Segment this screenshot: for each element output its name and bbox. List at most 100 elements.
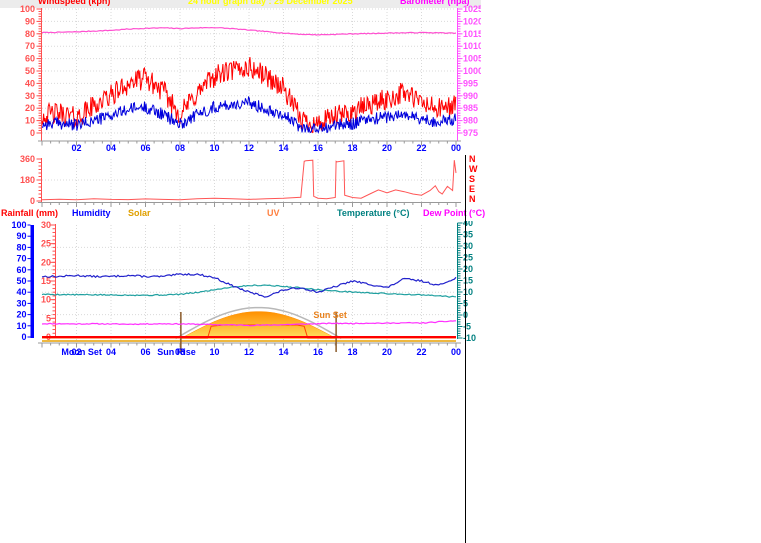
hour-label: 04 xyxy=(106,347,116,357)
chart-title: 24 hour graph day : 29 December 2025 xyxy=(188,0,353,6)
legend-dewpoint: Dew Point (°C) xyxy=(423,208,486,218)
tick-label: 0 xyxy=(30,128,35,138)
tick-label: 180 xyxy=(20,175,35,185)
tick-label: 990 xyxy=(463,91,478,101)
windspeed-barometer-chart: 1009080706050403020100102510201015101010… xyxy=(20,4,481,153)
compass-letter-w: W xyxy=(469,164,478,174)
tick-label: 0 xyxy=(30,196,35,206)
hour-label: 14 xyxy=(278,347,288,357)
hour-label: 08 xyxy=(175,143,185,153)
tick-label: 1025 xyxy=(463,4,481,14)
wind-gust-line xyxy=(41,56,457,133)
tick-label: 100 xyxy=(11,221,26,230)
tick-label: 995 xyxy=(463,78,478,88)
tick-label: 20 xyxy=(463,264,473,274)
hour-label: 22 xyxy=(416,143,426,153)
tick-label: 15 xyxy=(463,276,473,286)
chart-title-bar: Windspeed (kph) 24 hour graph day : 29 D… xyxy=(0,0,481,8)
tick-label: 30 xyxy=(41,221,51,230)
sun-set-annotation: Sun Set xyxy=(313,310,347,320)
tick-label: 50 xyxy=(25,66,35,76)
tick-label: 80 xyxy=(25,29,35,39)
tick-label: 985 xyxy=(463,103,478,113)
tick-label: 10 xyxy=(41,295,51,305)
tick-label: 30 xyxy=(25,91,35,101)
rain-humidity-solar-temp-chart: 1009080706050403020100302520151050403530… xyxy=(11,221,476,357)
hour-label: 18 xyxy=(347,143,357,153)
barometer-line xyxy=(41,26,457,36)
tick-label: 30 xyxy=(16,298,26,308)
hour-label: 10 xyxy=(209,143,219,153)
hour-label: 06 xyxy=(140,143,150,153)
hour-label: 14 xyxy=(278,143,288,153)
legend-rainfall: Rainfall (mm) xyxy=(1,208,59,218)
temperature-line xyxy=(41,284,457,298)
legend-uv: UV xyxy=(267,208,280,218)
tick-label: 30 xyxy=(463,241,473,251)
hour-label: 00 xyxy=(451,347,461,357)
tick-label: 15 xyxy=(41,276,51,286)
legend-humidity: Humidity xyxy=(72,208,111,218)
hour-label: 10 xyxy=(209,347,219,357)
hour-label: 02 xyxy=(71,347,81,357)
tick-label: 1015 xyxy=(463,29,481,39)
tick-label: 20 xyxy=(16,310,26,320)
wind-average-line xyxy=(41,95,457,134)
legend-solar: Solar xyxy=(128,208,151,218)
hour-label: 20 xyxy=(382,143,392,153)
vertical-divider-line xyxy=(465,155,466,543)
tick-label: 20 xyxy=(25,103,35,113)
tick-label: 5 xyxy=(46,313,51,323)
tick-label: -5 xyxy=(463,322,471,332)
tick-label: 35 xyxy=(463,230,473,240)
tick-label: 1020 xyxy=(463,16,481,26)
tick-label: 40 xyxy=(463,221,473,228)
hour-label: 08 xyxy=(175,347,185,357)
tick-label: 1000 xyxy=(463,66,481,76)
solar-max-arc xyxy=(175,306,342,340)
tick-label: 100 xyxy=(20,4,35,14)
tick-label: 60 xyxy=(16,265,26,275)
tick-label: 90 xyxy=(16,231,26,241)
tick-label: 40 xyxy=(16,287,26,297)
legend-temperature: Temperature (°C) xyxy=(337,208,410,218)
wind-direction-line xyxy=(41,159,457,201)
tick-label: 70 xyxy=(25,41,35,51)
tick-label: 90 xyxy=(25,16,35,26)
tick-label: 360 xyxy=(20,155,35,164)
humidity-line xyxy=(41,272,457,298)
tick-label: 70 xyxy=(16,254,26,264)
tick-label: 10 xyxy=(16,321,26,331)
compass-letter-n: N xyxy=(469,194,476,204)
hour-label: 16 xyxy=(313,143,323,153)
tick-label: 80 xyxy=(16,242,26,252)
hour-label: 18 xyxy=(347,347,357,357)
legend-row: Rainfall (mm) Humidity Solar UV Temperature … xyxy=(0,208,485,221)
tick-label: 25 xyxy=(41,239,51,249)
tick-label: 1010 xyxy=(463,41,481,51)
moon-set-annotation: Moon Set xyxy=(61,347,102,357)
tick-label: 50 xyxy=(16,276,26,286)
tick-label: 60 xyxy=(25,54,35,64)
tick-label: 980 xyxy=(463,116,478,126)
tick-label: 1005 xyxy=(463,54,481,64)
hour-label: 16 xyxy=(313,347,323,357)
humidity-axis-bar xyxy=(30,225,34,338)
hour-label: 22 xyxy=(416,347,426,357)
tick-label: 10 xyxy=(25,116,35,126)
tick-label: 20 xyxy=(41,257,51,267)
hour-label: 04 xyxy=(106,143,116,153)
dew-point-line xyxy=(41,320,457,327)
hour-label: 12 xyxy=(244,143,254,153)
wind-direction-chart: 0 180 360 xyxy=(20,155,461,207)
hour-label: 00 xyxy=(451,143,461,153)
windspeed-axis-title: Windspeed (kph) xyxy=(38,0,111,6)
hour-label: 12 xyxy=(244,347,254,357)
tick-label: 40 xyxy=(25,78,35,88)
barometer-axis-title: Barometer (hpa) xyxy=(400,0,470,6)
hour-label: 06 xyxy=(140,347,150,357)
tick-label: 25 xyxy=(463,253,473,263)
tick-label: 10 xyxy=(463,287,473,297)
compass-letter-s: S xyxy=(469,174,476,184)
